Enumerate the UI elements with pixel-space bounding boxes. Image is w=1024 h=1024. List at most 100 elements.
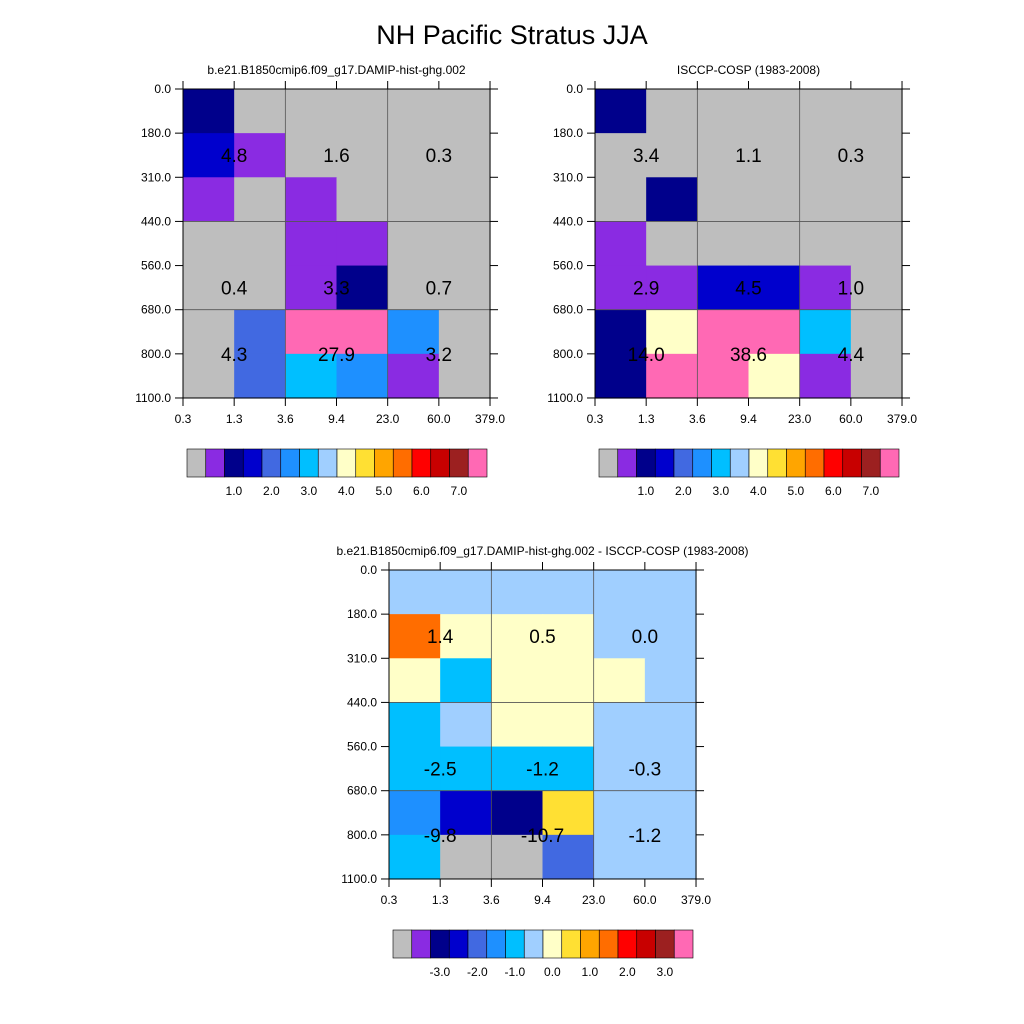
heatmap-cell: [438, 89, 491, 134]
colorbar-swatch: [467, 448, 488, 478]
heatmap-cell: [542, 658, 595, 704]
heatmap-cell: [595, 133, 647, 178]
x-tick-label: 0.3: [175, 412, 192, 426]
heatmap-cell: [183, 133, 235, 178]
colorbar-label: 5.0: [376, 484, 393, 498]
heatmap-cell: [799, 265, 852, 311]
heatmap-cell: [285, 221, 338, 267]
y-tick-label: 680.0: [553, 303, 583, 317]
colorbar-swatch: [692, 448, 712, 478]
colorbar-swatch: [411, 929, 431, 959]
colorbar-label: 1.0: [638, 484, 655, 498]
colorbar-swatch: [823, 448, 844, 478]
data-label: 4.3: [221, 345, 247, 366]
heatmap-cell: [285, 265, 338, 311]
x-tick-label: 60.0: [839, 412, 863, 426]
colorbar-swatch: [861, 448, 881, 478]
colorbar-swatch: [598, 448, 619, 478]
y-tick-label: 440.0: [141, 214, 171, 228]
heatmap-cell: [285, 177, 338, 223]
colorbar-label: -1.0: [505, 965, 526, 979]
data-label: 4.4: [838, 345, 865, 366]
heatmap-cell: [234, 133, 286, 178]
x-tick-label: 60.0: [427, 412, 451, 426]
heatmap-cell: [387, 177, 440, 223]
data-label: -1.2: [526, 760, 559, 781]
heatmap-cell: [285, 89, 338, 134]
heatmap-cell: [748, 133, 801, 178]
heatmap-cell: [542, 614, 595, 659]
y-tick-label: 180.0: [141, 126, 171, 140]
heatmap-cell: [336, 177, 389, 223]
y-tick-label: 0.0: [154, 82, 171, 96]
heatmap-cell: [697, 309, 750, 355]
colorbar-swatch: [392, 448, 413, 478]
heatmap-cell: [850, 89, 903, 134]
heatmap-cell: [697, 353, 750, 399]
heatmap-cell: [491, 614, 544, 659]
colorbar-swatch: [598, 929, 619, 959]
x-tick-label: 60.0: [633, 893, 657, 907]
heatmap-cell: [491, 746, 544, 792]
data-label: 1.4: [427, 627, 454, 648]
heatmap-cell: [593, 746, 646, 792]
y-tick-label: 800.0: [347, 828, 377, 842]
heatmap-cell: [438, 353, 491, 399]
heatmap-cell: [593, 790, 646, 836]
x-tick-label: 0.3: [381, 893, 398, 907]
heatmap-cell: [748, 309, 801, 355]
colorbar-label: -3.0: [430, 965, 451, 979]
colorbar-swatch: [654, 448, 675, 478]
data-label: 14.0: [628, 345, 665, 366]
heatmap-cell: [748, 89, 801, 134]
data-label: 3.3: [323, 279, 349, 300]
x-tick-label: 23.0: [376, 412, 400, 426]
heatmap-cell: [387, 353, 440, 399]
colorbar-swatch: [186, 448, 207, 478]
x-tick-label: 23.0: [582, 893, 606, 907]
heatmap-cell: [799, 89, 852, 134]
x-tick-label: 379.0: [681, 893, 711, 907]
data-label: 3.4: [633, 146, 660, 167]
data-label: 0.4: [221, 279, 248, 300]
heatmap-cell: [387, 133, 440, 178]
heatmap-cell: [234, 353, 286, 399]
heatmap-cell: [389, 834, 441, 880]
heatmap-cell: [646, 89, 698, 134]
y-tick-label: 180.0: [347, 607, 377, 621]
x-tick-label: 1.3: [432, 893, 449, 907]
heatmap-cell: [491, 658, 544, 704]
heatmap-cell: [440, 746, 492, 792]
data-label: 1.0: [838, 279, 864, 300]
heatmap-cell: [183, 89, 235, 134]
colorbar-swatch: [261, 448, 282, 478]
heatmap-cell: [491, 570, 544, 615]
colorbar-label: 4.0: [338, 484, 355, 498]
data-label: 0.3: [838, 146, 864, 167]
colorbar-label: 1.0: [226, 484, 243, 498]
y-tick-label: 800.0: [141, 347, 171, 361]
x-tick-label: 379.0: [887, 412, 917, 426]
heatmap-cell: [799, 309, 852, 355]
heatmap-cell: [644, 570, 697, 615]
heatmap-cell: [850, 177, 903, 223]
y-tick-label: 680.0: [141, 303, 171, 317]
heatmap-cell: [595, 309, 647, 355]
heatmap-cell: [440, 614, 492, 659]
heatmap-cell: [542, 570, 595, 615]
y-tick-label: 1100.0: [547, 391, 583, 405]
y-tick-label: 560.0: [347, 740, 377, 754]
heatmap-cell: [387, 221, 440, 267]
heatmap-cell: [850, 265, 903, 311]
y-tick-label: 0.0: [566, 82, 583, 96]
y-tick-label: 560.0: [553, 259, 583, 273]
heatmap-cell: [183, 265, 235, 311]
heatmap-cell: [336, 89, 389, 134]
heatmap-cell: [644, 790, 697, 836]
heatmap-cell: [799, 353, 852, 399]
heatmap-cell: [748, 221, 801, 267]
heatmap-cell: [285, 309, 338, 355]
y-tick-label: 0.0: [360, 563, 377, 577]
heatmap-cell: [542, 790, 595, 836]
data-label: 2.9: [633, 279, 659, 300]
